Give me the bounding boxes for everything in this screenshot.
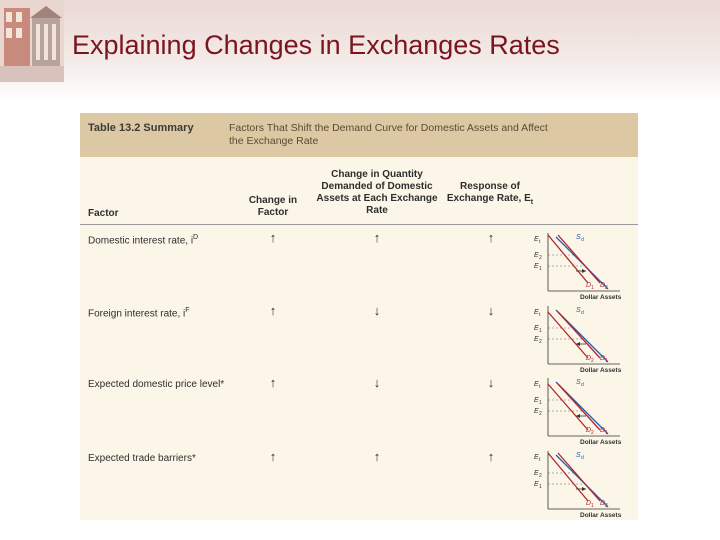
row-factor-trade-barriers: Expected trade barriers* <box>88 453 196 464</box>
x-axis-label: Dollar Assets <box>580 367 622 374</box>
x-axis-label: Dollar Assets <box>580 294 622 301</box>
axis-e-low: E <box>534 336 539 343</box>
axis-e-low-sub: 1 <box>539 484 542 490</box>
axis-e-mid-sub: 1 <box>539 400 542 406</box>
supply-sub: d <box>581 237 584 243</box>
table-label: Table 13.2 Summary <box>88 122 194 134</box>
axis-e-low-sub: 1 <box>539 266 542 272</box>
factor-sup: F <box>185 307 190 314</box>
supply-label: S <box>576 379 581 386</box>
supply-sub: d <box>581 382 584 388</box>
summary-table: Table 13.2 Summary Factors That Shift th… <box>80 113 638 520</box>
row-response-arrow: ↑ <box>487 230 495 245</box>
row-change-arrow: ↑ <box>269 375 277 390</box>
axis-e-top-sub: t <box>539 457 541 463</box>
row-factor-domestic-interest: Domestic interest rate, iD <box>88 234 198 246</box>
shift-graph: E t E 1 E 2 S d D 2 D 1 Dollar Assets <box>528 304 632 374</box>
x-axis-label: Dollar Assets <box>580 512 622 519</box>
axis-e-mid: E <box>534 397 539 404</box>
supply-label: S <box>576 234 581 241</box>
axis-e-low-sub: 2 <box>539 339 542 345</box>
demand-left-label: D <box>586 500 591 507</box>
demand-right-sub: 2 <box>605 285 608 291</box>
shift-graph: E t E 2 E 1 S d D 1 D 2 Dollar Assets <box>528 231 632 301</box>
row-quantity-arrow: ↓ <box>373 375 381 390</box>
axis-e-mid: E <box>534 325 539 332</box>
row-change-arrow: ↑ <box>269 303 277 318</box>
row-quantity-arrow: ↓ <box>373 303 381 318</box>
title-band <box>0 0 720 102</box>
axis-e-mid-sub: 2 <box>539 473 542 479</box>
supply-sub: d <box>581 455 584 461</box>
axis-e-top-sub: t <box>539 239 541 245</box>
x-axis-label: Dollar Assets <box>580 439 622 446</box>
row-factor-foreign-interest: Foreign interest rate, iF <box>88 307 190 319</box>
col-header-response-text: Response of Exchange Rate, E <box>446 181 531 204</box>
axis-e-mid: E <box>534 252 539 259</box>
factor-text: Foreign interest rate, i <box>88 308 186 320</box>
row-change-arrow: ↑ <box>269 230 277 245</box>
demand-left-sub: 1 <box>591 503 594 509</box>
demand-right-sub: 1 <box>605 358 608 364</box>
supply-label: S <box>576 452 581 459</box>
demand-right-label: D <box>600 355 605 362</box>
demand-left-sub: 2 <box>591 358 594 364</box>
row-quantity-arrow: ↑ <box>373 230 381 245</box>
axis-e-mid: E <box>534 470 539 477</box>
col-header-response: Response of Exchange Rate, Et <box>446 181 534 209</box>
demand-right-label: D <box>600 427 605 434</box>
col-header-change-in-factor: Change in Factor <box>248 195 298 218</box>
axis-e-top-sub: t <box>539 384 541 390</box>
row-factor-expected-price-level: Expected domestic price level* <box>88 379 224 390</box>
table-header-band: Table 13.2 Summary Factors That Shift th… <box>80 113 638 157</box>
shift-graph: E t E 2 E 1 S d D 1 D 2 Dollar Assets <box>528 449 632 519</box>
building-logo-icon <box>0 0 64 82</box>
supply-sub: d <box>581 310 584 316</box>
demand-right-sub: 2 <box>605 503 608 509</box>
col-header-change-in-quantity: Change in Quantity Demanded of Domestic … <box>316 169 438 216</box>
axis-e-low: E <box>534 408 539 415</box>
demand-right-label: D <box>600 282 605 289</box>
demand-left-sub: 2 <box>591 430 594 436</box>
row-response-arrow: ↓ <box>487 375 495 390</box>
demand-left-label: D <box>586 427 591 434</box>
demand-right-sub: 1 <box>605 430 608 436</box>
axis-e-top: E <box>534 454 539 461</box>
axis-e-top-sub: t <box>539 312 541 318</box>
axis-e-mid-sub: 1 <box>539 328 542 334</box>
demand-left-label: D <box>586 282 591 289</box>
col-header-response-sub: t <box>530 199 534 206</box>
col-header-factor: Factor <box>88 208 119 219</box>
demand-right-label: D <box>600 500 605 507</box>
factor-text: Domestic interest rate, i <box>88 235 194 247</box>
axis-e-low: E <box>534 263 539 270</box>
factor-text: Expected trade barriers* <box>88 453 196 464</box>
slide-title: Explaining Changes in Exchanges Rates <box>72 30 560 60</box>
row-response-arrow: ↓ <box>487 303 495 318</box>
axis-e-top: E <box>534 236 539 243</box>
table-caption: Factors That Shift the Demand Curve for … <box>229 122 548 147</box>
axis-e-mid-sub: 2 <box>539 255 542 261</box>
row-quantity-arrow: ↑ <box>373 449 381 464</box>
demand-left-sub: 1 <box>591 285 594 291</box>
row-change-arrow: ↑ <box>269 449 277 464</box>
factor-sup: D <box>193 234 199 241</box>
demand-left-label: D <box>586 355 591 362</box>
factor-text: Expected domestic price level* <box>88 379 225 390</box>
row-response-arrow: ↑ <box>487 449 495 464</box>
supply-label: S <box>576 307 581 314</box>
shift-graph: E t E 1 E 2 S d D 2 D 1 Dollar Assets <box>528 376 632 446</box>
axis-e-low-sub: 2 <box>539 411 542 417</box>
header-rule <box>80 224 638 225</box>
axis-e-top: E <box>534 381 539 388</box>
axis-e-low: E <box>534 481 539 488</box>
axis-e-top: E <box>534 309 539 316</box>
